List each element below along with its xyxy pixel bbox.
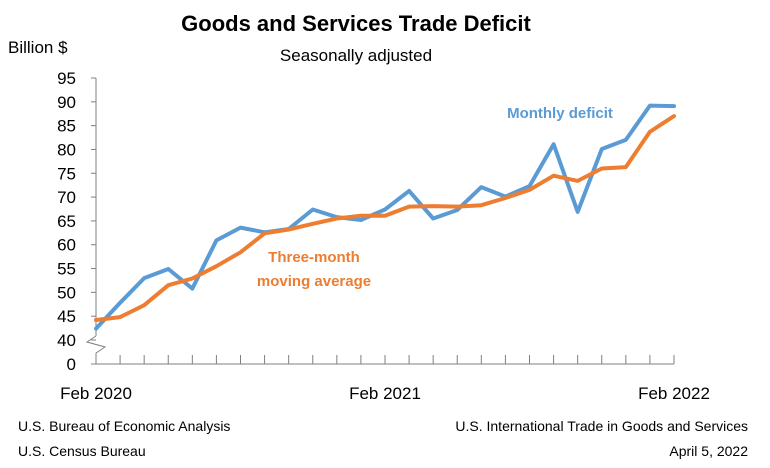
chart-subtitle: Seasonally adjusted <box>280 46 432 65</box>
series-label-moving-average-line1: Three-month <box>268 249 360 266</box>
y-tick-label: 75 <box>57 164 76 183</box>
y-tick-label: 90 <box>57 93 76 112</box>
y-tick-label: 65 <box>57 212 76 231</box>
series-line-monthly-deficit <box>94 103 676 331</box>
series-line-three-month-moving-average <box>94 114 676 322</box>
y-tick-label: 0 <box>67 355 76 374</box>
series-label-monthly-deficit: Monthly deficit <box>507 105 613 122</box>
y-axis-break <box>85 335 107 354</box>
y-tick-label: 85 <box>57 117 76 136</box>
x-tick-label: Feb 2022 <box>638 384 710 403</box>
y-axis-label: Billion $ <box>8 38 68 57</box>
y-tick-label: 50 <box>57 283 76 302</box>
y-tick-label: 45 <box>57 307 76 326</box>
footer-source-census: U.S. Census Bureau <box>18 443 146 459</box>
series-layer <box>94 103 676 331</box>
series-label-moving-average-line2: moving average <box>257 273 371 290</box>
y-tick-label: 95 <box>57 69 76 88</box>
y-tick-label: 55 <box>57 260 76 279</box>
footer-release-date: April 5, 2022 <box>669 443 748 459</box>
y-axis-ticks: 0 40 45 50 55 60 65 70 75 80 85 90 95 <box>57 69 96 374</box>
chart-title: Goods and Services Trade Deficit <box>181 11 531 36</box>
footer-source-bea: U.S. Bureau of Economic Analysis <box>18 418 230 434</box>
y-tick-label: 60 <box>57 236 76 255</box>
footer-release-title: U.S. International Trade in Goods and Se… <box>455 418 748 434</box>
y-tick-label: 70 <box>57 188 76 207</box>
y-tick-label: 40 <box>57 331 76 350</box>
x-tick-label: Feb 2021 <box>349 384 421 403</box>
x-tick-label: Feb 2020 <box>60 384 132 403</box>
y-tick-label: 80 <box>57 140 76 159</box>
x-axis-ticks: Feb 2020 Feb 2021 Feb 2022 <box>60 355 710 403</box>
